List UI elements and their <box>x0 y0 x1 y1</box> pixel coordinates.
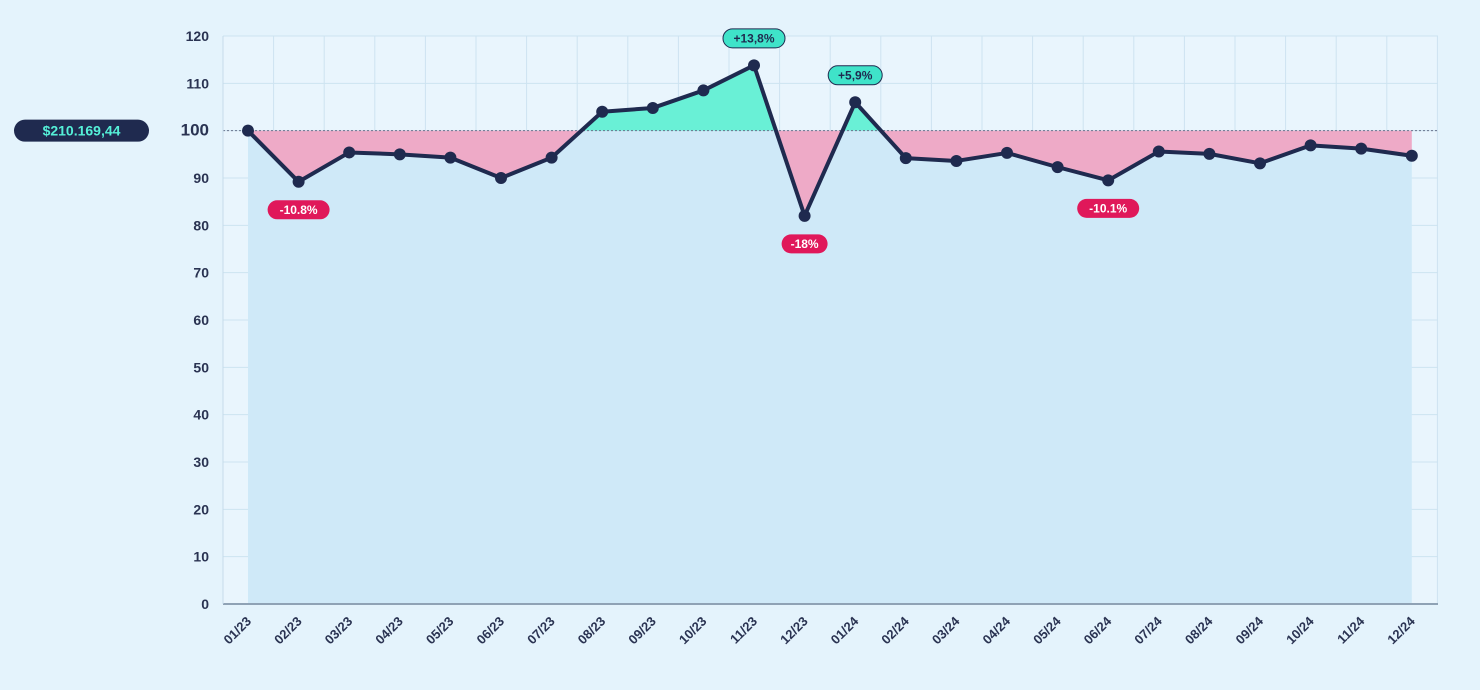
y-tick-label: 50 <box>193 359 209 375</box>
y-tick-label: 10 <box>193 549 209 565</box>
y-tick-label: 60 <box>193 312 209 328</box>
data-point <box>1304 139 1317 152</box>
x-tick-label: 02/23 <box>271 614 305 648</box>
data-point <box>393 148 406 161</box>
data-point <box>1102 174 1115 187</box>
data-point <box>798 209 811 222</box>
data-point <box>596 105 609 118</box>
data-point <box>697 84 710 97</box>
data-point <box>1254 157 1266 170</box>
badge-background <box>722 28 786 49</box>
data-point <box>444 151 457 164</box>
x-tick-label: 05/23 <box>423 614 457 648</box>
x-tick-label: 04/24 <box>980 613 1014 647</box>
loss-fill <box>775 130 843 216</box>
x-tick-label: 02/24 <box>878 613 912 647</box>
badge-label: -10.1% <box>1089 201 1127 215</box>
badge-label: -18% <box>791 237 819 251</box>
x-tick-label: 11/23 <box>727 614 760 647</box>
data-point <box>1203 147 1216 160</box>
data-point <box>849 96 862 109</box>
loss-fill <box>880 130 1412 181</box>
data-point <box>1355 142 1368 155</box>
data-point <box>495 172 507 184</box>
badge-background <box>827 65 883 86</box>
x-tick-label: 07/24 <box>1131 613 1165 647</box>
loss-badge: -10.1% <box>1077 198 1140 218</box>
x-tick-label: 09/23 <box>625 614 659 648</box>
x-tick-label: 10/24 <box>1283 613 1317 647</box>
y-tick-label: 80 <box>193 217 209 233</box>
x-tick-label: 03/23 <box>322 614 356 648</box>
annotations: -10.8% +13,8% -18% +5,9% -10.1% <box>267 28 1140 254</box>
y-tick-label: 70 <box>193 265 209 281</box>
data-point <box>343 146 356 159</box>
x-tick-label: 05/24 <box>1030 613 1064 647</box>
loss-badge: -18% <box>781 234 828 254</box>
value-badge-label: $210.169,44 <box>43 123 121 139</box>
gain-fill <box>581 65 776 131</box>
loss-fill <box>248 130 582 182</box>
badge-background <box>267 200 330 220</box>
badge-background <box>1077 198 1140 218</box>
data-point <box>1001 146 1013 159</box>
x-tick-label: 03/24 <box>929 613 963 647</box>
x-tick-label: 06/23 <box>474 614 508 648</box>
badge-label: -10.8% <box>280 203 318 217</box>
loss-badge: -10.8% <box>267 200 330 220</box>
x-tick-label: 10/23 <box>676 614 710 648</box>
data-point <box>1152 145 1165 158</box>
y-tick-label: 30 <box>193 454 209 470</box>
x-tick-label: 04/23 <box>372 614 406 648</box>
x-tick-label: 11/24 <box>1334 613 1368 647</box>
gain-badge: +13,8% <box>722 28 786 49</box>
data-point <box>1405 149 1418 162</box>
y-tick-label: 100 <box>181 121 209 140</box>
badge-label: +5,9% <box>838 68 873 82</box>
x-tick-label: 07/23 <box>524 614 558 648</box>
y-tick-label: 40 <box>193 407 209 423</box>
data-point <box>950 154 963 167</box>
y-tick-label: 110 <box>186 75 209 91</box>
data-point <box>899 152 912 165</box>
y-tick-label: 90 <box>193 170 209 186</box>
gain-badge: +5,9% <box>827 65 883 86</box>
data-point <box>545 151 558 164</box>
x-tick-label: 08/23 <box>575 614 609 648</box>
y-tick-label: 0 <box>201 596 209 612</box>
badge-background <box>781 234 828 254</box>
badge-label: +13,8% <box>733 31 774 45</box>
value-badge-background <box>14 119 149 142</box>
data-point <box>292 175 305 188</box>
x-tick-label: 01/23 <box>221 614 255 648</box>
x-tick-label: 12/23 <box>777 614 811 648</box>
x-tick-labels: 01/23 02/23 03/23 04/23 05/23 06/23 07/23 08/23… <box>221 613 1419 647</box>
y-tick-label: 120 <box>186 28 210 44</box>
data-point <box>748 59 760 72</box>
y-tick-label: 20 <box>193 501 209 517</box>
data-point <box>242 124 254 137</box>
x-tick-label: 06/24 <box>1081 613 1115 647</box>
y-tick-labels: 0 10 20 30 40 50 60 70 80 90 100 110 120 <box>181 28 210 612</box>
data-point <box>1051 161 1064 174</box>
data-points <box>242 59 1418 222</box>
data-point <box>646 101 659 114</box>
x-tick-label: 08/24 <box>1182 613 1216 647</box>
x-tick-label: 12/24 <box>1384 613 1418 647</box>
baseline-value-badge: $210.169,44 <box>14 119 149 142</box>
series-line <box>246 63 1414 218</box>
x-tick-label: 09/24 <box>1233 613 1267 647</box>
x-tick-label: 01/24 <box>828 613 862 647</box>
